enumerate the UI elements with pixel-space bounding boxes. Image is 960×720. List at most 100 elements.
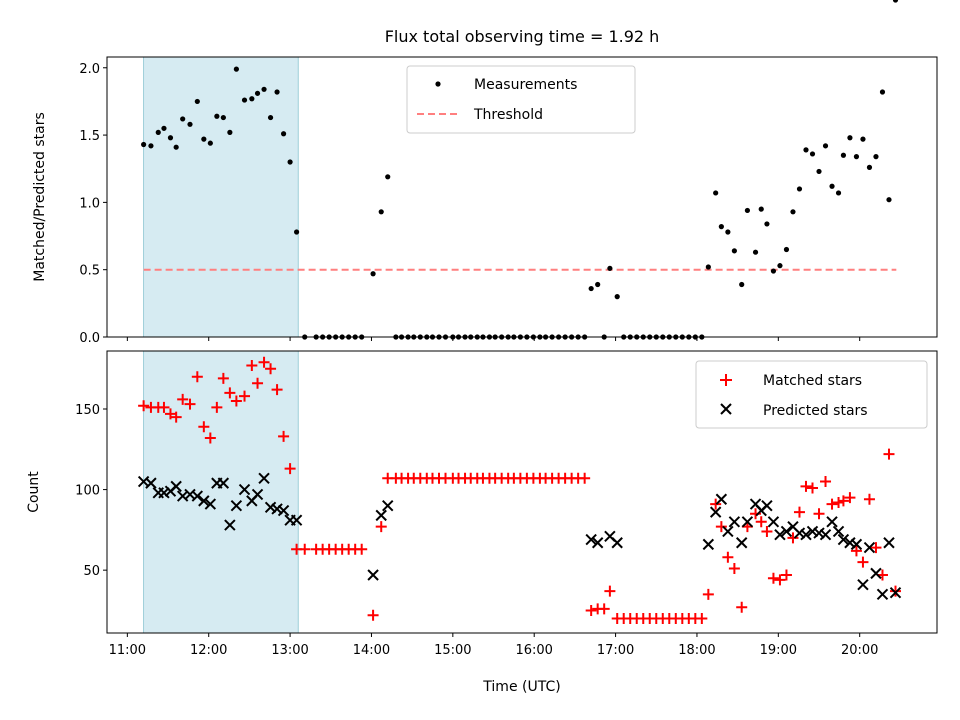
measurement-point — [155, 129, 161, 135]
measurement-point — [595, 281, 601, 288]
measurement-point — [261, 86, 267, 92]
predicted-star-point — [826, 516, 838, 528]
ratio-legend: Measurements Threshold — [406, 65, 636, 134]
count-legend: Matched stars Predicted stars — [695, 360, 928, 429]
matched-star-point — [164, 408, 176, 420]
predicted-star-points — [137, 472, 902, 601]
measurement-point — [886, 197, 892, 203]
measurement-point — [840, 152, 847, 158]
measurement-point — [829, 183, 835, 189]
measurement-point — [233, 66, 239, 72]
matched-star-point — [217, 372, 229, 384]
matched-star-point — [800, 480, 812, 492]
matched-star-point — [787, 532, 799, 544]
predicted-star-point — [780, 525, 793, 538]
matched-star-point — [230, 395, 242, 407]
predicted-star-point — [170, 480, 182, 493]
measurement-point — [201, 136, 207, 142]
predicted-star-point — [715, 493, 728, 505]
measurement-point — [241, 97, 248, 103]
predicted-star-point — [375, 509, 387, 522]
legend-predicted-marker — [720, 403, 732, 415]
matched-star-point — [598, 603, 610, 615]
predicted-star-point — [857, 578, 869, 591]
legend-matched-label: Matched stars — [763, 373, 862, 389]
matched-star-point — [820, 476, 832, 488]
matched-star-point — [211, 401, 223, 413]
predicted-star-point — [761, 499, 773, 512]
matched-star-point — [761, 525, 773, 537]
matched-star-point — [793, 506, 805, 518]
predicted-star-point — [230, 499, 243, 512]
predicted-star-point — [158, 487, 170, 499]
x-tick-label: 12:00 — [190, 643, 227, 658]
x-tick-label: 15:00 — [434, 643, 471, 658]
y-tick-label: 50 — [83, 564, 100, 579]
measurement-point — [274, 89, 280, 95]
measurement-point — [822, 143, 829, 149]
matched-star-point — [728, 563, 740, 575]
y-tick-label: 1.5 — [79, 129, 100, 144]
ratio-y-label: Matched/Predicted stars — [32, 112, 48, 282]
predicted-star-point — [774, 528, 786, 541]
measurement-point — [167, 135, 174, 141]
matched-star-point — [890, 585, 901, 597]
measurement-point — [293, 229, 300, 235]
legend-measurements-label: Measurements — [474, 77, 577, 93]
matched-star-point — [252, 377, 264, 389]
measurement-point — [770, 268, 777, 274]
matched-star-point — [284, 463, 296, 475]
matched-star-point — [755, 516, 767, 528]
count-x-ticks: 11:00 12:00 13:00 14:00 15:00 16:00 17:00 18:00… — [109, 633, 878, 658]
measurement-point — [254, 90, 261, 96]
matched-star-point — [870, 542, 882, 554]
measurement-points — [141, 0, 899, 340]
predicted-star-point — [258, 472, 270, 485]
measurement-point — [194, 98, 200, 105]
y-tick-label: 1.0 — [79, 196, 100, 211]
predicted-star-point — [238, 483, 251, 496]
predicted-star-point — [277, 504, 290, 517]
measurement-point — [718, 224, 724, 230]
predicted-star-point — [271, 503, 283, 515]
measurement-point — [173, 144, 179, 150]
measurement-point — [588, 285, 594, 292]
predicted-star-point — [819, 528, 832, 541]
measurement-point — [287, 159, 293, 165]
matched-star-point — [844, 492, 856, 504]
measurement-point — [227, 129, 233, 135]
predicted-star-point — [145, 477, 157, 489]
predicted-star-point — [844, 537, 856, 549]
y-tick-label: 2.0 — [79, 62, 100, 77]
y-tick-label: 0.0 — [79, 331, 100, 346]
matched-star-point — [191, 371, 203, 383]
matched-star-point — [826, 498, 838, 510]
measurement-point — [783, 246, 790, 253]
matched-star-point — [271, 384, 283, 396]
measurement-point — [892, 0, 899, 3]
predicted-star-point — [264, 501, 277, 514]
measurement-point — [220, 114, 226, 121]
predicted-star-point — [191, 490, 204, 502]
measurement-point — [860, 136, 866, 142]
predicted-star-point — [290, 514, 303, 526]
matched-star-point — [138, 400, 150, 412]
predicted-star-point — [850, 538, 863, 551]
predicted-star-point — [813, 527, 825, 539]
matched-star-point — [246, 360, 258, 372]
predicted-star-point — [793, 527, 806, 539]
x-tick-label: 17:00 — [597, 643, 634, 658]
measurement-point — [853, 154, 860, 160]
matched-star-point — [813, 508, 825, 520]
matched-star-point — [807, 482, 818, 494]
matched-star-point — [722, 551, 734, 563]
measurement-point — [835, 190, 842, 196]
matched-star-point — [883, 448, 895, 460]
observing-window-shading — [143, 56, 299, 338]
matched-star-point — [767, 572, 779, 584]
predicted-star-point — [382, 499, 394, 512]
x-tick-label: 18:00 — [678, 643, 715, 658]
predicted-star-point — [741, 516, 754, 528]
measurement-point — [777, 263, 783, 269]
